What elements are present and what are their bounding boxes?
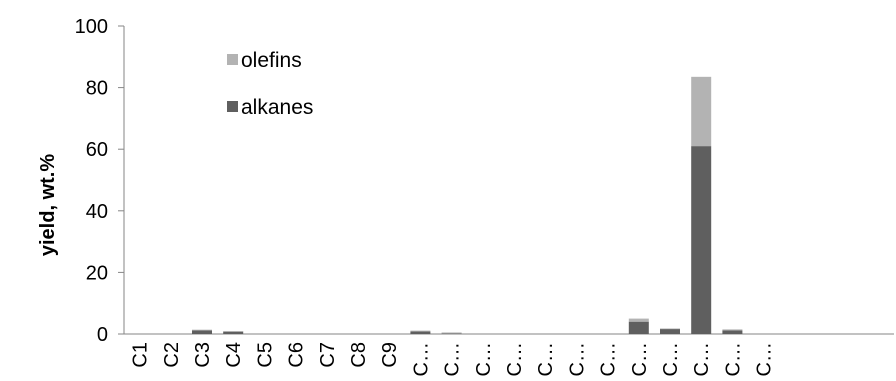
bar-segment-olefins — [660, 328, 680, 330]
legend-label: olefins — [241, 49, 302, 72]
bar-segment-alkanes — [192, 330, 212, 334]
x-tick-label: C8 — [348, 342, 370, 368]
x-tick-label: C… — [535, 342, 557, 376]
legend-label: alkanes — [241, 96, 313, 119]
x-tick-label: C… — [722, 342, 744, 376]
x-tick-label: C… — [691, 342, 713, 376]
bar-segment-alkanes — [660, 329, 680, 334]
x-tick-label: C… — [566, 342, 588, 376]
x-tick-label: C… — [504, 342, 526, 376]
x-tick-label: C6 — [286, 342, 308, 368]
x-tick-label: C… — [660, 342, 682, 376]
bar-segment-olefins — [628, 318, 649, 322]
x-tick-label: C1 — [130, 342, 152, 368]
x-tick-label: C9 — [379, 342, 401, 368]
x-tick-label: C… — [410, 342, 432, 376]
x-tick-label: C… — [629, 342, 651, 376]
legend-swatch — [227, 54, 238, 65]
bar-segment-alkanes — [691, 146, 712, 334]
bar-segment-alkanes — [628, 321, 649, 334]
x-tick-label: C7 — [317, 342, 339, 368]
y-tick-label: 20 — [86, 262, 108, 284]
y-tick-label: 40 — [86, 201, 108, 223]
x-tick-label: C… — [754, 342, 776, 376]
bar-segment-alkanes — [223, 331, 244, 334]
bar-segment-olefins — [691, 76, 712, 147]
y-axis-title: yield, wt.% — [37, 154, 59, 256]
bar-segment-alkanes — [441, 333, 462, 334]
bars — [192, 76, 743, 334]
x-tick-label: C… — [598, 342, 620, 376]
bar-segment-olefins — [223, 331, 244, 332]
x-tick-label: C… — [442, 342, 464, 376]
y-tick-label: 80 — [86, 78, 108, 100]
y-tick-label: 100 — [75, 16, 108, 38]
bar-segment-alkanes — [410, 331, 431, 334]
x-tick-label: C3 — [192, 342, 214, 368]
bar-segment-olefins — [410, 330, 431, 332]
x-axis: C1 C2 C3 C4 C5 C6 C7 C8 C9 C… C… C… C… C… C… C… C… C… C… C…… — [124, 333, 894, 376]
x-tick-label: C… — [473, 342, 495, 376]
y-tick-label: 60 — [86, 139, 108, 161]
x-tick-label: C2 — [161, 342, 183, 368]
x-tick-label: C5 — [254, 342, 276, 368]
bar-segment-olefins — [441, 332, 462, 334]
y-axis: 0 20 40 60 80 100 — [75, 16, 125, 346]
x-tick-label: C4 — [223, 342, 245, 368]
legend-swatch — [227, 101, 238, 112]
y-tick-label: 0 — [97, 324, 108, 346]
bar-segment-olefins — [722, 329, 743, 331]
legend: olefins alkanes — [227, 49, 313, 119]
bar-segment-olefins — [192, 329, 212, 331]
bar-segment-alkanes — [722, 330, 743, 334]
